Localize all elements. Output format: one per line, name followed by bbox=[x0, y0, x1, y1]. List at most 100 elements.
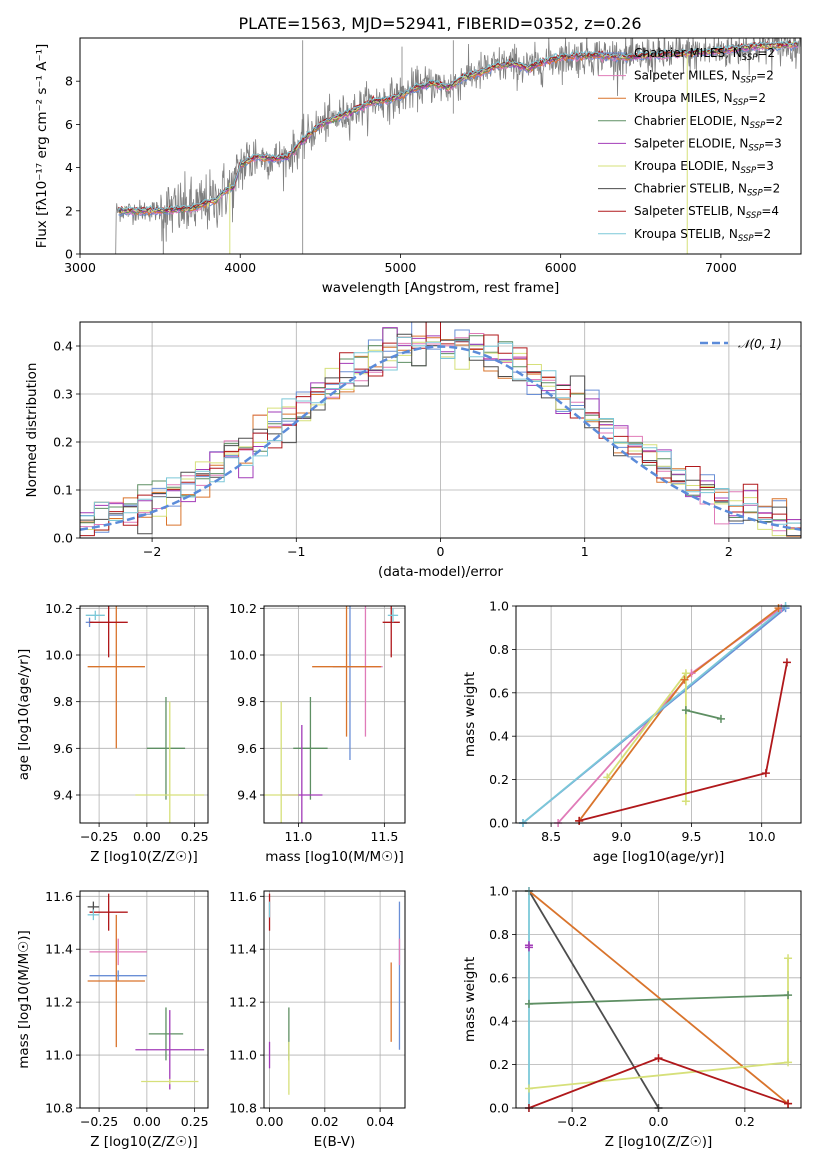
axes-mass-vs-Z: −0.25 0.00 0.25 10.8 11.0 11.2 11.4 11.6 Z [log1… bbox=[16, 889, 209, 1150]
y-axis-label: mass weight bbox=[462, 672, 478, 757]
x-axis-label: mass [log10(M/M☉)] bbox=[265, 849, 404, 865]
tick-label-x: 0.0 bbox=[649, 1114, 669, 1129]
weight-marker bbox=[603, 773, 612, 782]
tick-label-y: 10.0 bbox=[229, 648, 257, 663]
tick-label-y: 0.4 bbox=[489, 1014, 509, 1029]
tick-label-y: 9.8 bbox=[53, 694, 73, 709]
weight-marker bbox=[524, 999, 533, 1008]
tick-label-x: 9.0 bbox=[611, 829, 631, 844]
weight-marker bbox=[680, 675, 689, 684]
tick-label-y: 0.6 bbox=[489, 970, 509, 985]
model-spectrum-0 bbox=[118, 44, 798, 218]
tick-label-x: 6000 bbox=[545, 260, 577, 275]
weight-marker bbox=[681, 669, 690, 678]
tick-label-x: 0.00 bbox=[133, 829, 161, 844]
tick-label-y: 9.8 bbox=[237, 694, 257, 709]
tick-label-y: 11.0 bbox=[229, 1048, 257, 1063]
tick-label-y: 8 bbox=[65, 74, 73, 89]
y-axis-label: mass weight bbox=[462, 957, 478, 1042]
legend-label-3: Chabrier ELODIE, NSSP=2 bbox=[634, 114, 783, 131]
axes-spectrum: 3000 4000 5000 6000 7000 0 2 4 6 8 wavelength [Ang… bbox=[34, 37, 802, 296]
weight-marker bbox=[524, 1084, 533, 1093]
tick-label-y: 11.2 bbox=[45, 995, 73, 1010]
tick-label-x: 11.5 bbox=[370, 829, 398, 844]
tick-label-y: 0.2 bbox=[489, 772, 509, 787]
weight-line-0 bbox=[528, 891, 660, 1108]
plot-area-weight-vs-age bbox=[522, 606, 788, 823]
model-spectrum-5 bbox=[118, 41, 799, 214]
y-axis-label: age [log10(age/yr)] bbox=[16, 649, 32, 781]
plot-area-mass-vs-ebv bbox=[268, 893, 401, 1095]
figure-title: PLATE=1563, MJD=52941, FIBERID=0352, z=0… bbox=[238, 14, 641, 33]
tick-label-x: 1 bbox=[581, 544, 589, 559]
tick-label-y: 10.8 bbox=[229, 1101, 257, 1116]
weight-line-1 bbox=[528, 891, 789, 1105]
x-axis-label: Z [log10(Z/Z☉)] bbox=[90, 849, 198, 865]
tick-label-y: 0.2 bbox=[489, 1057, 509, 1072]
tick-label-y: 10.2 bbox=[45, 601, 73, 616]
tick-label-y: 11.2 bbox=[229, 995, 257, 1010]
tick-label-y: 9.4 bbox=[237, 788, 257, 803]
tick-label-x: −1 bbox=[287, 544, 305, 559]
weight-marker bbox=[681, 797, 690, 806]
tick-label-y: 10.0 bbox=[45, 648, 73, 663]
tick-label-x: 0.00 bbox=[133, 1114, 161, 1129]
tick-label-y: 0.4 bbox=[489, 729, 509, 744]
tick-label-y: 6 bbox=[65, 117, 73, 132]
tick-label-x: 0.02 bbox=[311, 1114, 339, 1129]
legend-label-7: Salpeter STELIB, NSSP=4 bbox=[634, 204, 779, 221]
tick-label-x: 5000 bbox=[385, 260, 417, 275]
tick-label-y: 11.6 bbox=[45, 889, 73, 904]
model-spectrum-8 bbox=[118, 40, 799, 212]
legend-label-8: Kroupa STELIB, NSSP=2 bbox=[634, 227, 771, 244]
tick-label-y: 11.4 bbox=[45, 942, 73, 957]
tick-label-y: 0.4 bbox=[53, 339, 73, 354]
tick-label-y: 0.2 bbox=[53, 435, 73, 450]
tick-label-y: 2 bbox=[65, 203, 73, 218]
tick-label-x: −0.25 bbox=[80, 829, 118, 844]
axes-frame-mass-vs-Z bbox=[79, 890, 209, 1109]
legend-label-1: Salpeter MILES, NSSP=2 bbox=[634, 69, 774, 86]
axes-mass-vs-ebv: 0.00 0.02 0.04 10.8 11.0 11.2 11.4 11.6 E(B-V) bbox=[229, 889, 406, 1150]
legend-label-2: Kroupa MILES, NSSP=2 bbox=[634, 91, 766, 108]
x-axis-label: Z [log10(Z/Z☉)] bbox=[90, 1134, 198, 1150]
legend-label-0: Chabrier MILES, NSSP=2 bbox=[634, 46, 775, 63]
y-axis-label: Flux [fλ10⁻¹⁷ erg cm⁻² s⁻¹ A⁻¹] bbox=[34, 44, 50, 249]
observed-spectrum bbox=[115, 38, 801, 254]
weight-marker bbox=[784, 954, 793, 963]
tick-label-y: 0.3 bbox=[53, 387, 73, 402]
x-axis-label: (data-model)/error bbox=[378, 564, 504, 580]
tick-label-y: 10.8 bbox=[45, 1101, 73, 1116]
x-axis-label: Z [log10(Z/Z☉)] bbox=[605, 1134, 713, 1150]
tick-label-y: 1.0 bbox=[489, 884, 509, 899]
weight-marker bbox=[654, 1054, 663, 1063]
tick-label-x: 0 bbox=[437, 544, 445, 559]
plot-area-age-vs-Z bbox=[85, 606, 205, 823]
tick-label-x: −0.25 bbox=[80, 1114, 118, 1129]
legend: Chabrier MILES, NSSP=2 Salpeter MILES, NS… bbox=[598, 46, 783, 244]
weight-marker bbox=[716, 714, 725, 723]
tick-label-x: 8.5 bbox=[541, 829, 561, 844]
tick-label-y: 9.4 bbox=[53, 788, 73, 803]
plot-area-weight-vs-Z bbox=[528, 891, 789, 1108]
tick-label-y: 11.6 bbox=[229, 889, 257, 904]
normal-reference-curve bbox=[80, 345, 801, 531]
tick-label-x: 2 bbox=[725, 544, 733, 559]
tick-label-y: 0.1 bbox=[53, 483, 73, 498]
weight-marker bbox=[784, 991, 793, 1000]
axes-frame-age-vs-Z bbox=[79, 605, 209, 824]
plot-area-spectrum bbox=[115, 38, 801, 254]
tick-label-y: 11.4 bbox=[229, 942, 257, 957]
axes-age-vs-mass: 11.0 11.5 9.4 9.6 9.8 10.0 10.2 mass [log10(M/M… bbox=[229, 601, 406, 865]
tick-label-y: 0.8 bbox=[489, 642, 509, 657]
y-axis-label: Normed distribution bbox=[24, 363, 40, 498]
tick-label-y: 0.0 bbox=[489, 1101, 509, 1116]
x-axis-label: E(B-V) bbox=[314, 1134, 356, 1150]
axes-age-vs-Z: −0.25 0.00 0.25 9.4 9.6 9.8 10.0 10.2 Z [log10(Z… bbox=[16, 601, 209, 865]
tick-label-y: 0 bbox=[65, 247, 73, 262]
tick-label-y: 0.8 bbox=[489, 927, 509, 942]
axes-frame-mass-vs-ebv bbox=[263, 890, 406, 1109]
axes-frame-weight-vs-Z bbox=[515, 890, 802, 1109]
tick-label-x: −0.2 bbox=[557, 1114, 587, 1129]
tick-label-x: 0.25 bbox=[181, 829, 209, 844]
